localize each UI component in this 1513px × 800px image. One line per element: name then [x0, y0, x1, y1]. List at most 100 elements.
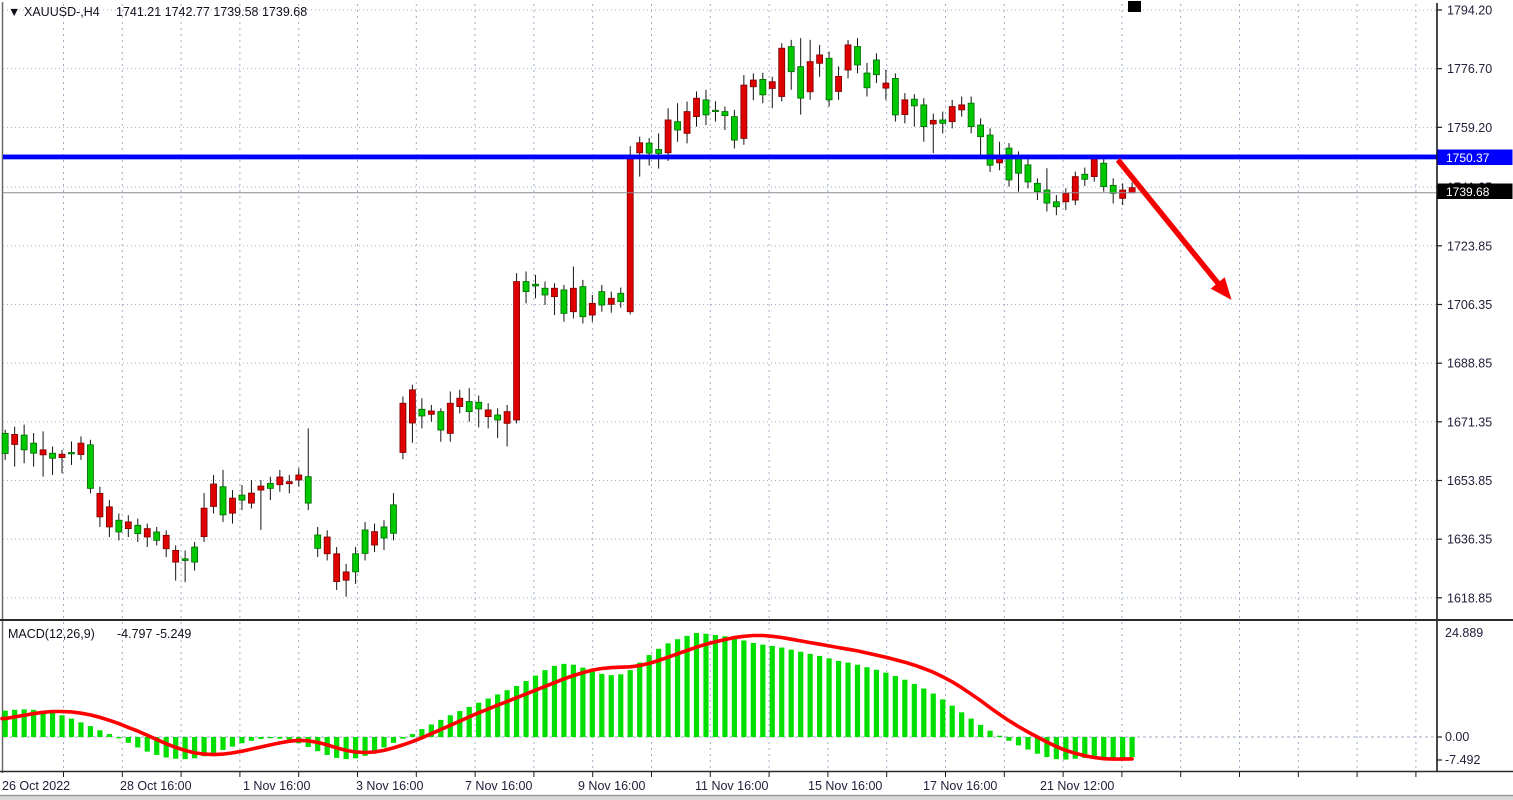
trend-arrow-object[interactable]	[1115, 158, 1232, 300]
macd-histogram-bar	[1044, 737, 1050, 758]
candle-body	[636, 142, 644, 154]
candle-body	[87, 444, 94, 489]
candle-body	[399, 402, 407, 453]
candle-body	[551, 287, 558, 298]
macd-histogram-bar	[646, 655, 652, 737]
window-bottom-strip	[0, 796, 1513, 800]
macd-histogram-bar	[968, 718, 974, 737]
macd-histogram-bar	[570, 664, 576, 737]
macd-histogram-bar	[466, 706, 472, 737]
macd-histogram-bar	[627, 670, 633, 737]
macd-histogram-bar	[523, 681, 529, 737]
macd-histogram-bar	[599, 673, 605, 737]
macd-histogram-bar	[371, 737, 378, 753]
candle-body	[532, 283, 539, 287]
candle-body	[768, 81, 776, 89]
candle-body	[655, 149, 663, 154]
candle-body	[664, 119, 672, 154]
macd-axis-label: 24.889	[1445, 626, 1483, 640]
price-axis-background	[1438, 0, 1513, 772]
candle-body	[465, 401, 473, 413]
chart-ohlc-values: 1741.21 1742.77 1739.58 1739.68	[116, 5, 307, 19]
candle-body	[740, 84, 748, 139]
indicator-values: -4.797 -5.249	[117, 627, 191, 641]
macd-histogram-bar	[504, 690, 510, 737]
candle-body	[276, 476, 284, 486]
price-axis-label: 1636.35	[1447, 533, 1492, 547]
candle-body	[323, 536, 331, 555]
candle-body	[248, 492, 255, 504]
price-axis-label: 1794.20	[1447, 4, 1492, 18]
macd-histogram-bar	[419, 729, 425, 737]
macd-histogram-bar	[31, 709, 37, 737]
candle-body	[948, 106, 956, 123]
candle-body	[115, 519, 123, 533]
candle-body	[446, 402, 454, 434]
macd-histogram-bar	[125, 737, 131, 743]
time-axis-label: 17 Nov 16:00	[923, 779, 997, 793]
trend-arrow-shaft[interactable]	[1115, 158, 1222, 287]
candle-body	[588, 302, 596, 316]
candle-body	[1090, 157, 1098, 178]
candle-body	[285, 481, 293, 485]
candle-body	[68, 452, 75, 455]
candle-body	[266, 482, 274, 489]
macd-histogram-bar	[798, 651, 804, 737]
candle-body	[409, 389, 416, 424]
macd-histogram-bar	[930, 693, 936, 737]
macd-histogram-bar	[1101, 737, 1107, 760]
candle-body	[607, 297, 615, 305]
macd-histogram-bar	[135, 737, 141, 748]
candle-body	[124, 521, 132, 530]
symbol-dropdown-icon[interactable]: ▼	[8, 5, 20, 19]
candle-body	[513, 281, 520, 421]
macd-histogram-bar	[12, 709, 18, 737]
macd-histogram-bar	[78, 722, 84, 737]
price-axis-label: 1671.35	[1447, 415, 1492, 429]
candle-body	[210, 483, 217, 507]
candle-body	[522, 281, 530, 293]
macd-histogram-bar	[381, 737, 387, 748]
time-axis-label: 26 Oct 2022	[2, 779, 70, 793]
macd-histogram-bar	[1025, 737, 1031, 750]
time-axis-label: 1 Nov 16:00	[243, 779, 310, 793]
candle-body	[475, 401, 483, 410]
candle-body	[1043, 189, 1051, 204]
candle-body	[797, 66, 805, 99]
trend-arrow-head[interactable]	[1210, 277, 1232, 300]
candle-body	[456, 397, 464, 407]
candle-body	[986, 134, 994, 166]
macd-histogram-bar	[788, 649, 794, 737]
price-axis: 1794.201776.701759.201741.351723.851706.…	[1436, 0, 1513, 772]
candle-body	[939, 119, 947, 124]
gridlines	[3, 4, 1437, 770]
macd-histogram-bar	[949, 705, 955, 737]
macd-axis-label: 0.00	[1445, 730, 1469, 744]
candle-body	[863, 72, 871, 89]
candle-body	[844, 44, 852, 71]
macd-histogram-bar	[390, 737, 397, 743]
candle-body	[58, 453, 66, 458]
chart-shift-marker[interactable]	[1128, 1, 1141, 12]
candle-body	[11, 434, 19, 445]
chart-symbol-label: XAUUSD-,H4	[24, 5, 100, 19]
macd-histogram-bar	[97, 730, 103, 737]
macd-histogram-bar	[144, 737, 150, 752]
macd-histogram-bar	[182, 737, 188, 760]
candle-body	[1109, 184, 1117, 194]
candle-body	[361, 529, 369, 554]
candle-body	[598, 291, 606, 306]
macd-histogram-bar	[248, 737, 255, 741]
horizontal-line-object[interactable]	[3, 154, 1437, 160]
price-axis-label: 1706.35	[1447, 298, 1492, 312]
candle-body	[418, 408, 426, 417]
macd-histogram-bar	[684, 635, 690, 737]
macd-histogram-bar	[892, 675, 898, 737]
price-axis-label: 1688.85	[1447, 357, 1492, 371]
support-resistance-hline[interactable]	[3, 154, 1437, 160]
candle-body	[579, 286, 587, 318]
candle-body	[778, 47, 786, 97]
macd-histogram-bar	[87, 726, 94, 737]
macd-histogram-bar	[154, 737, 160, 755]
macd-histogram-bar	[513, 686, 520, 737]
